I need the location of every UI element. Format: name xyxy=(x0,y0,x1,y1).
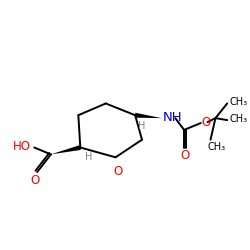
Text: CH₃: CH₃ xyxy=(229,98,247,108)
Text: CH₃: CH₃ xyxy=(208,142,226,152)
Polygon shape xyxy=(51,145,81,154)
Polygon shape xyxy=(135,113,162,118)
Text: HO: HO xyxy=(13,140,31,153)
Text: O: O xyxy=(31,174,40,187)
Text: NH: NH xyxy=(162,111,182,124)
Text: O: O xyxy=(180,150,190,162)
Text: H: H xyxy=(138,121,145,131)
Text: O: O xyxy=(113,165,122,178)
Text: CH₃: CH₃ xyxy=(229,114,247,124)
Text: O: O xyxy=(202,116,211,128)
Text: H: H xyxy=(85,152,92,162)
